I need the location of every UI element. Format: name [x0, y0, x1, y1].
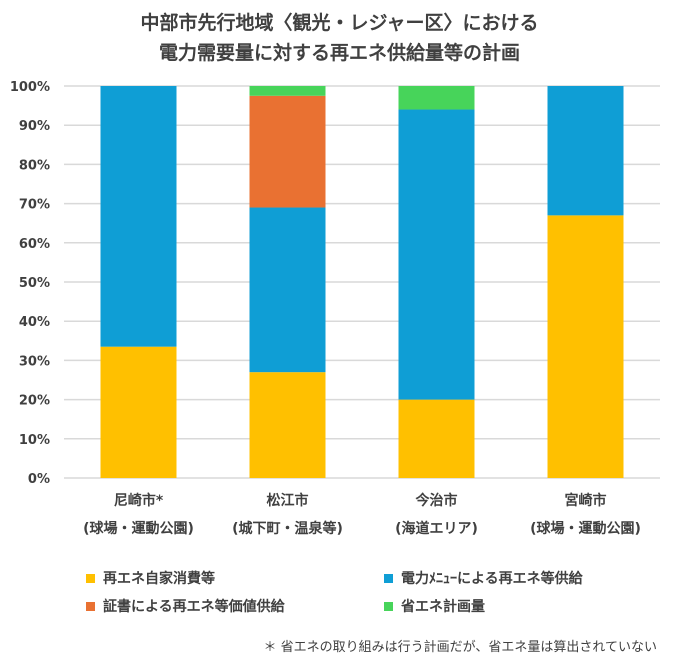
y-tick-label: 100% — [10, 80, 50, 95]
x-tick-label: (海道エリア) — [395, 520, 478, 537]
bar-segment — [249, 95, 326, 208]
legend-swatch — [384, 573, 393, 583]
x-tick-label: 尼崎市* — [114, 492, 164, 509]
legend-item-menu-supply: 電力ﾒﾆｭｰによる再エネ等供給 — [384, 568, 583, 588]
stacked-bar-chart: 0% 10% 20% 30% 40% 50% 60% 70% 80% 90% 100% 尼崎市* (球場… — [10, 80, 660, 537]
bar-segment — [398, 86, 475, 110]
legend-swatch — [86, 601, 95, 611]
bar-segment — [100, 346, 177, 478]
legend-item-energy-saving: 省エネ計画量 — [384, 596, 485, 616]
bar-segment — [249, 207, 326, 373]
y-tick-label: 0% — [28, 472, 50, 487]
footnote: ＊ 省エネの取り組みは行う計画だが、省エネ量は算出されていない — [263, 640, 657, 655]
legend-label: 電力ﾒﾆｭｰによる再エネ等供給 — [401, 571, 583, 587]
legend-item-self-consumption: 再エネ自家消費等 — [86, 568, 215, 588]
x-tick-label: (球場・運動公園) — [530, 520, 641, 537]
x-tick-label: 今治市 — [415, 492, 458, 509]
y-tick-label: 30% — [19, 354, 50, 369]
legend-label: 省エネ計画量 — [401, 599, 485, 615]
chart-title-line-2: 電力需要量に対する再エネ供給量等の計画 — [158, 42, 520, 64]
x-tick-label: 宮崎市 — [565, 492, 607, 509]
bar-segment — [547, 215, 624, 479]
bar-segment — [100, 86, 177, 347]
legend-label: 証書による再エネ等価値供給 — [103, 599, 285, 615]
bar-segment — [249, 86, 326, 96]
y-tick-label: 50% — [19, 276, 50, 291]
chart-title-line-1: 中部市先行地域〈観光・レジャー区〉における — [140, 12, 539, 34]
y-tick-label: 20% — [19, 394, 50, 409]
bar-segment — [249, 372, 326, 478]
bar-segment — [398, 109, 475, 400]
x-tick-label: (城下町・温泉等) — [232, 520, 343, 537]
bar-segment — [547, 86, 624, 216]
y-tick-label: 90% — [19, 119, 50, 134]
legend-item-certificate-supply: 証書による再エネ等価値供給 — [86, 596, 285, 616]
y-tick-label: 80% — [19, 158, 50, 173]
x-tick-label: 松江市 — [267, 492, 309, 509]
y-tick-label: 10% — [19, 433, 50, 448]
y-tick-label: 70% — [19, 198, 50, 213]
legend-swatch — [384, 601, 393, 611]
legend-swatch — [86, 573, 95, 583]
y-tick-label: 60% — [19, 237, 50, 252]
y-tick-label: 40% — [19, 315, 50, 330]
x-tick-label: (球場・運動公園) — [83, 520, 194, 537]
bar-segment — [398, 399, 475, 478]
legend-label: 再エネ自家消費等 — [103, 571, 215, 587]
